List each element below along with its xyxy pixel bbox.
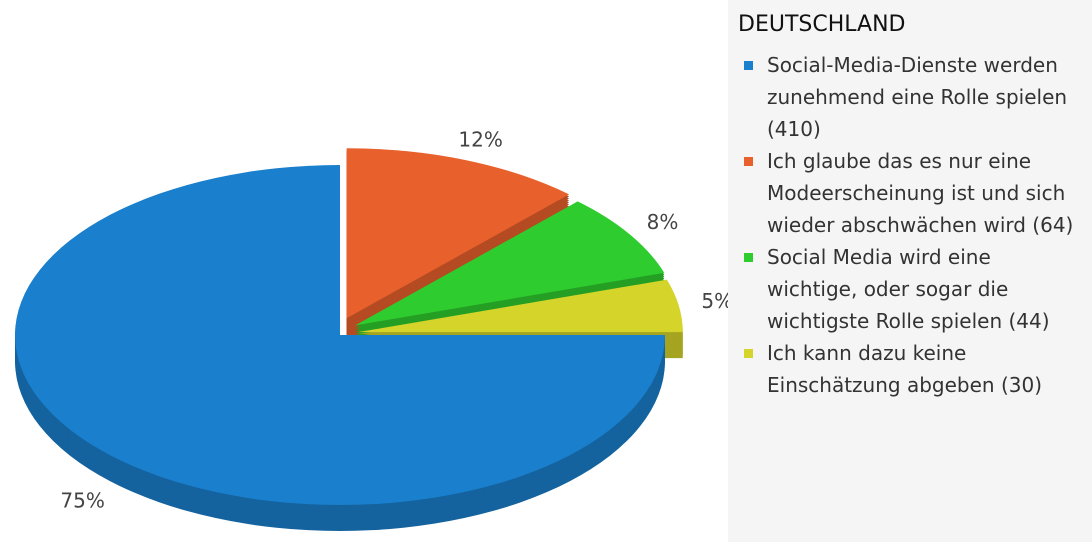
- legend-swatch: [744, 253, 753, 262]
- chart-title: DEUTSCHLAND: [738, 12, 906, 37]
- pie-slice: [357, 279, 683, 333]
- legend-item: Ich kann dazu keine Einschätzung abgeben…: [738, 337, 1084, 401]
- pie-slice: [346, 148, 570, 319]
- data-label: 75%: [60, 489, 104, 513]
- legend-label: Ich kann dazu keine Einschätzung abgeben…: [767, 341, 1042, 397]
- legend-label: Ich glaube das es nur eine Modeerscheinu…: [767, 149, 1074, 237]
- legend-item: Social-Media-Dienste werden zunehmend ei…: [738, 49, 1084, 145]
- data-label: 5%: [701, 289, 728, 313]
- legend-label: Social Media wird eine wichtige, oder so…: [767, 245, 1050, 333]
- legend-swatch: [744, 61, 753, 70]
- pie-slice: [15, 165, 665, 505]
- legend-swatch: [744, 157, 753, 166]
- legend: DEUTSCHLAND Social-Media-Dienste werden …: [728, 0, 1092, 542]
- data-label: 8%: [647, 210, 679, 234]
- legend-swatch: [744, 349, 753, 358]
- data-label: 12%: [458, 128, 502, 152]
- legend-label: Social-Media-Dienste werden zunehmend ei…: [767, 53, 1068, 141]
- pie-slice: [355, 201, 665, 326]
- legend-item: Social Media wird eine wichtige, oder so…: [738, 241, 1084, 337]
- legend-item: Ich glaube das es nur eine Modeerscheinu…: [738, 145, 1084, 241]
- chart: 75% 12% 8% 5%: [15, 128, 728, 531]
